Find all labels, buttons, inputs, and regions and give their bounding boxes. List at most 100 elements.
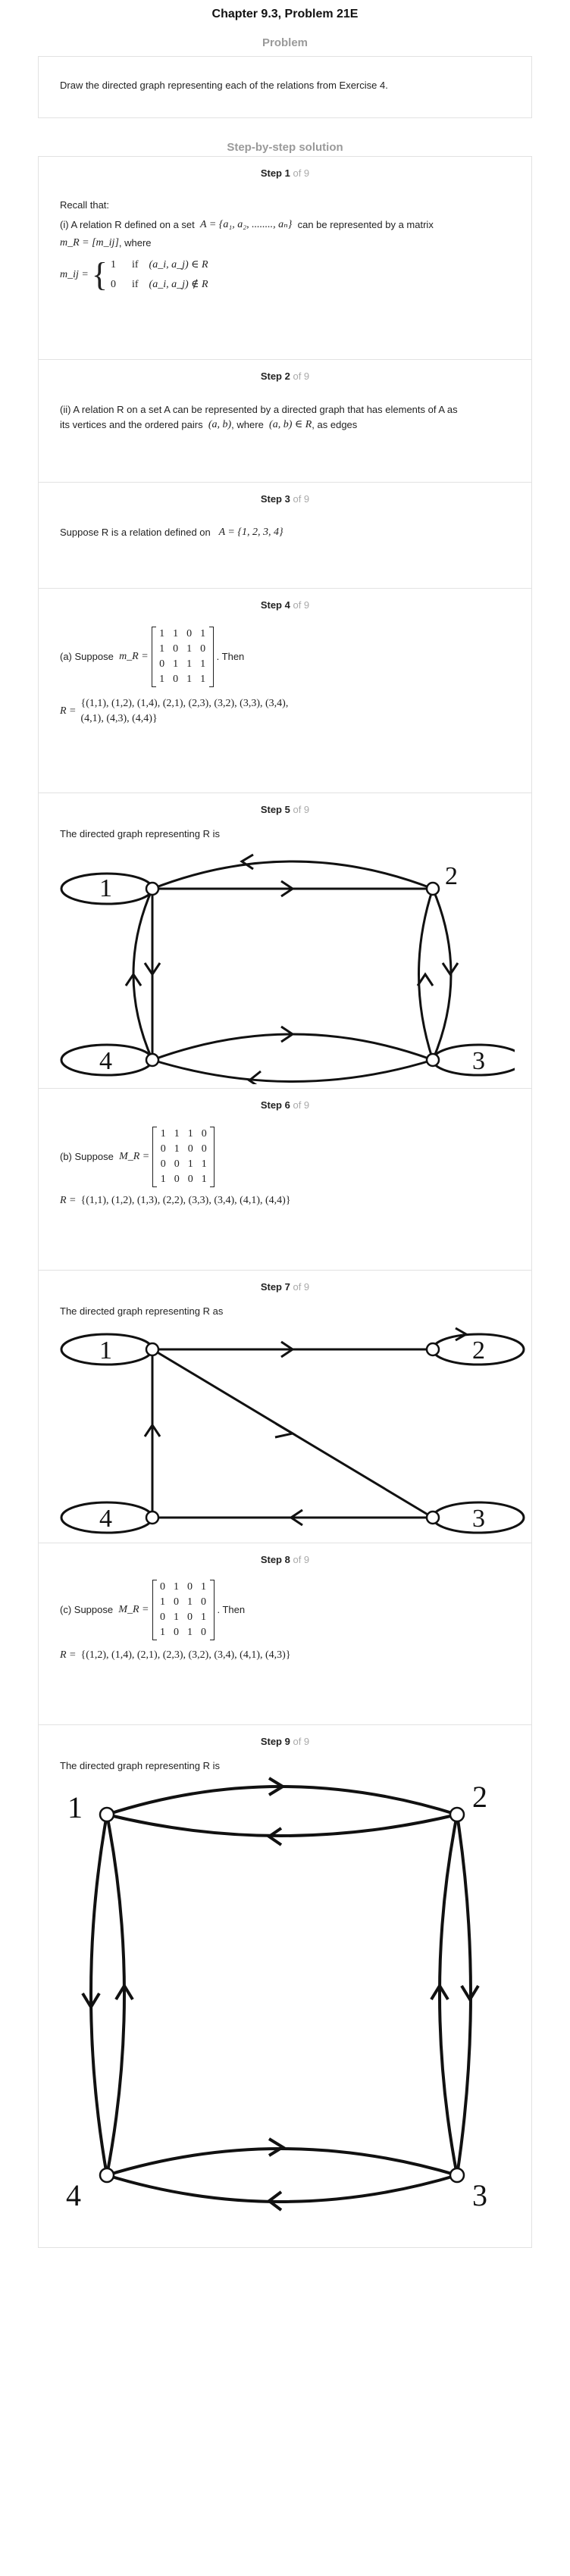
arrow-4-3 xyxy=(268,2137,286,2157)
edge-4-3 xyxy=(152,1058,434,1083)
matrix-cell: 1 xyxy=(187,1627,193,1638)
step-heading: Step 5 of 9 xyxy=(260,804,310,815)
step1-line1: (i) A relation R defined on a set A = {a… xyxy=(60,219,434,230)
edge-4-1 xyxy=(132,888,154,1061)
vertex-label-2: 2 xyxy=(472,1336,485,1365)
matrix-cell: 1 xyxy=(160,1596,165,1608)
arrow-1-4 xyxy=(143,962,161,977)
step-heading: Step 3 of 9 xyxy=(260,493,310,505)
arrow-3-4 xyxy=(247,1070,262,1084)
vertex-label-4: 4 xyxy=(99,1047,112,1075)
edge-3-2 xyxy=(418,888,434,1061)
matrix-cell: 1 xyxy=(174,1581,179,1593)
cases: 1 if (a_i, a_j) ∈ R 0 if (a_i, a_j) ∉ R xyxy=(110,259,208,290)
matrix-cell: 0 xyxy=(201,1627,206,1638)
vertex-label-3: 3 xyxy=(472,2178,487,2212)
arrow-3-4 xyxy=(266,2190,283,2212)
vertex-2 xyxy=(425,881,440,896)
edge-3-4 xyxy=(152,1033,434,1061)
edge-4-3 xyxy=(106,2147,458,2177)
vertex-3 xyxy=(425,1510,440,1525)
matrix-cell: 1 xyxy=(187,1596,193,1608)
vertex-1 xyxy=(145,881,160,896)
edge-2-3 xyxy=(456,1814,472,2176)
step-heading: Step 1 of 9 xyxy=(260,167,310,179)
arrow-4-1 xyxy=(124,972,142,986)
matrix-cell: 1 xyxy=(186,674,193,685)
edge-1-4 xyxy=(89,1814,108,2176)
vertex-4 xyxy=(99,2167,115,2184)
matrix-cell: 0 xyxy=(186,628,193,639)
matrix-cell: 1 xyxy=(160,1174,166,1185)
vertex-label-1: 1 xyxy=(99,1336,112,1365)
matrix-cell: 0 xyxy=(173,643,179,655)
step-7: Step 7 of 9 The directed graph represent… xyxy=(38,1271,532,1543)
matrix-cell: 1 xyxy=(159,628,165,639)
vertex-1 xyxy=(145,1342,160,1357)
relation-set: {(1,1), (1,2), (1,4), (2,1), (2,3), (3,2… xyxy=(80,698,289,724)
matrix-cell: 0 xyxy=(173,674,179,685)
solution-label: Step-by-step solution xyxy=(227,141,343,154)
vertex-1 xyxy=(99,1806,115,1823)
matrix-cell: 0 xyxy=(160,1581,165,1593)
matrix-cell: 0 xyxy=(160,1143,166,1155)
vertex-label-2: 2 xyxy=(445,862,458,890)
vertex-2 xyxy=(425,1342,440,1357)
step6-relation: R = {(1,1), (1,2), (1,3), (2,2), (3,3), … xyxy=(60,1195,291,1206)
edge-2-1 xyxy=(106,1813,458,1837)
vertex-label-4: 4 xyxy=(99,1505,112,1533)
matrix-cell: 1 xyxy=(174,1612,179,1623)
edge-3-2 xyxy=(438,1814,459,2176)
edge-2-3 xyxy=(431,888,453,1061)
recall-text: Recall that: xyxy=(60,199,110,211)
vertex-4 xyxy=(145,1510,160,1525)
matrix-cell: 0 xyxy=(160,1612,165,1623)
edge-3-4 xyxy=(106,2174,458,2203)
matrix-cell: 0 xyxy=(159,658,165,670)
matrix-cell: 1 xyxy=(201,1581,206,1593)
problem-label: Problem xyxy=(262,36,308,49)
matrix-cell: 1 xyxy=(160,1128,166,1140)
step7-text: The directed graph representing R as xyxy=(60,1305,224,1317)
directed-graph-a: 1 2 3 4 xyxy=(60,853,515,1084)
arrow-4-3-upper xyxy=(280,1025,295,1043)
matrix-cell: 0 xyxy=(174,1627,179,1638)
step5-text: The directed graph representing R is xyxy=(60,828,221,839)
step-1: Step 1 of 9 Recall that: (i) A relation … xyxy=(38,156,532,360)
problem-box: Draw the directed graph representing eac… xyxy=(38,56,532,118)
vertex-3 xyxy=(425,1052,440,1068)
vertex-label-3: 3 xyxy=(472,1505,485,1533)
matrix-cell: 0 xyxy=(174,1158,180,1170)
matrix-cell: 1 xyxy=(186,643,193,655)
edge-1-2 xyxy=(106,1785,458,1816)
matrix-cell: 1 xyxy=(201,1612,206,1623)
matrix-cell: 1 xyxy=(201,1158,207,1170)
vertex-4 xyxy=(145,1052,160,1068)
vertex-3 xyxy=(449,2167,465,2184)
edge-2-1 xyxy=(152,860,434,890)
step-9: Step 9 of 9 The directed graph represent… xyxy=(38,1725,532,2248)
arrow-2-1 xyxy=(266,1827,283,1846)
matrix-cell: 0 xyxy=(174,1596,179,1608)
matrix-cell: 1 xyxy=(159,674,165,685)
step8-relation: R = {(1,2), (1,4), (2,1), (2,3), (3,2), … xyxy=(60,1649,291,1661)
vertex-2 xyxy=(449,1806,465,1823)
arrow-loop-2 xyxy=(455,1327,469,1342)
step9-text: The directed graph representing R is xyxy=(60,1760,221,1771)
matrix-cell: 0 xyxy=(201,1143,207,1155)
piecewise-definition: m_ij = { 1 if (a_i, a_j) ∈ R 0 if (a_i, … xyxy=(60,256,208,293)
step-2: Step 2 of 9 (ii) A relation R on a set A… xyxy=(38,360,532,483)
step-heading: Step 4 of 9 xyxy=(260,599,310,611)
directed-graph-c: 1 2 3 4 xyxy=(66,1777,487,2212)
step4-relation: R = {(1,1), (1,2), (1,4), (2,1), (2,3), … xyxy=(60,696,510,727)
step-heading: Step 2 of 9 xyxy=(260,370,310,382)
step-3: Step 3 of 9 Suppose R is a relation defi… xyxy=(38,483,532,589)
matrix-cell: 1 xyxy=(200,658,206,670)
arrow-3-2 xyxy=(416,972,434,986)
